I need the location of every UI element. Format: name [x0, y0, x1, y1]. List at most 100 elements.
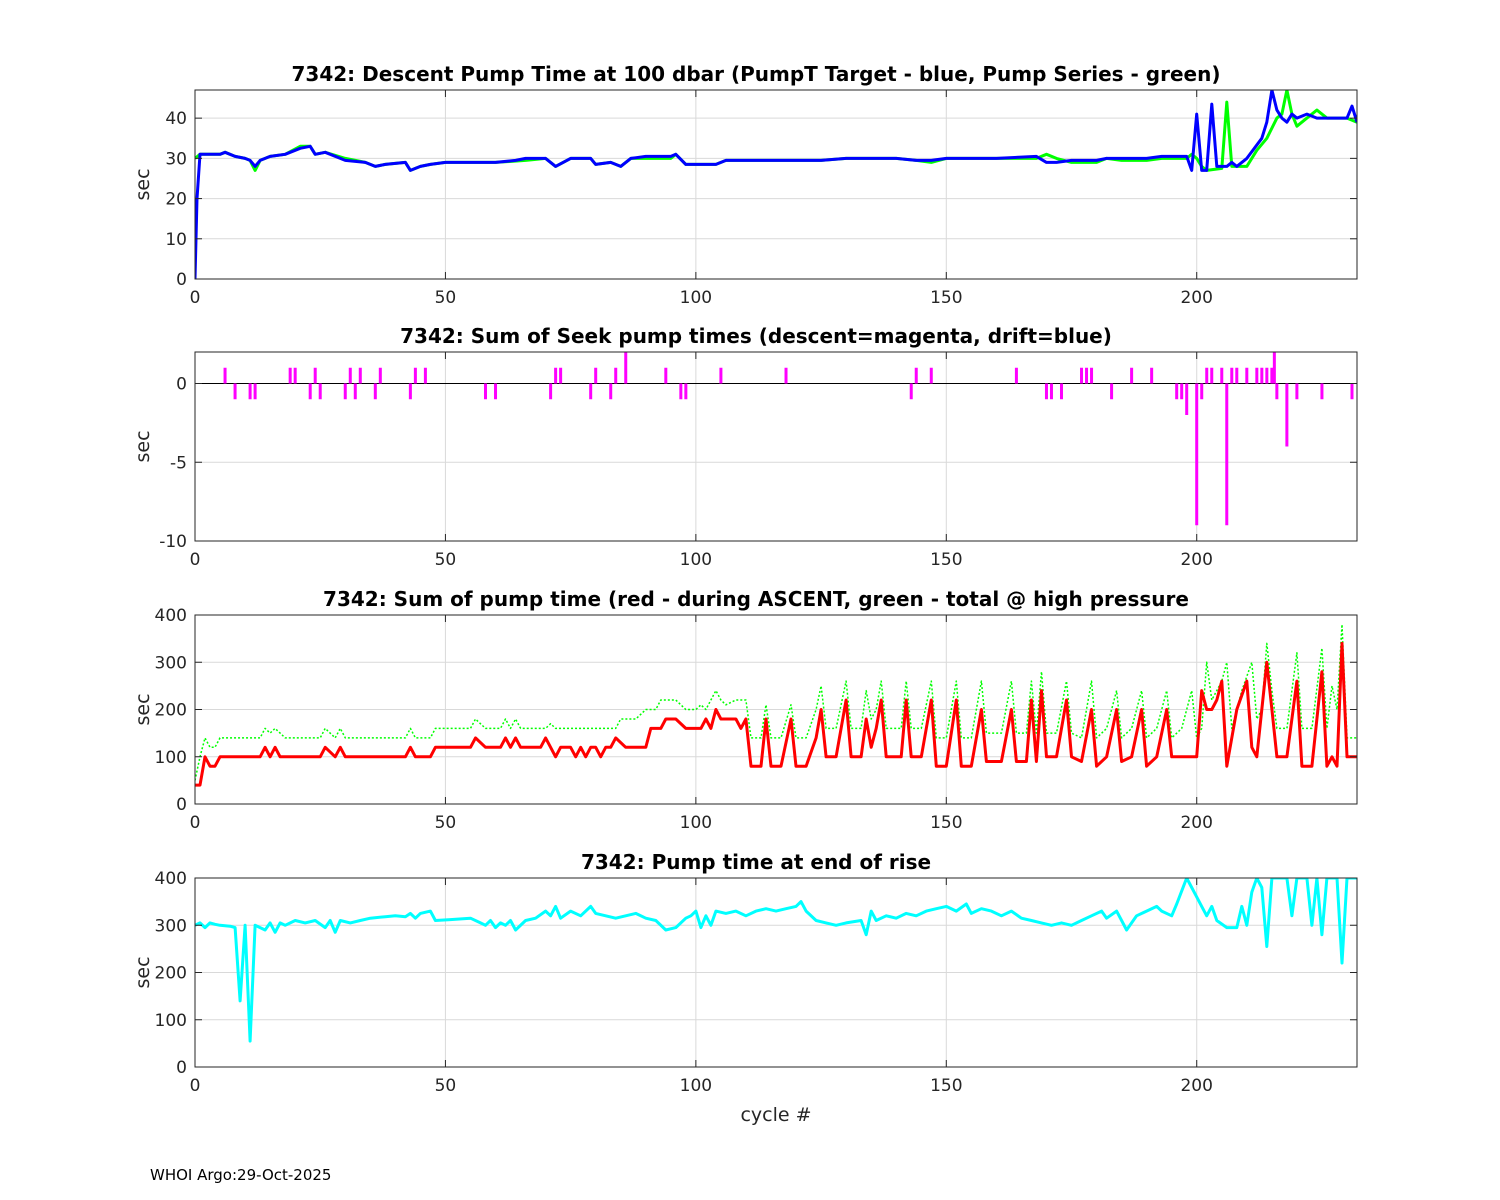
seek-bar [614, 367, 618, 384]
x-tick-label: 200 [1180, 813, 1212, 833]
x-tick-label: 200 [1180, 550, 1212, 570]
seek-bar [494, 383, 498, 400]
series-line-green [195, 623, 1357, 781]
plot-data [195, 90, 1357, 279]
x-tick-label: 0 [190, 550, 201, 570]
chart-title: 7342: Descent Pump Time at 100 dbar (Pum… [292, 62, 1221, 86]
seek-bar [1265, 367, 1269, 384]
seek-bar [1275, 383, 1279, 400]
y-tick-label: 100 [155, 1011, 187, 1031]
y-tick-label: 100 [155, 748, 187, 768]
seek-bar [1130, 367, 1134, 384]
seek-bar [308, 383, 312, 400]
x-tick-label: 0 [190, 1076, 201, 1096]
y-tick-label: 10 [165, 230, 187, 250]
seek-bar [318, 383, 322, 400]
y-tick-label: 30 [165, 149, 187, 169]
x-tick-label: 150 [930, 813, 962, 833]
seek-bar [719, 367, 723, 384]
plot-area [195, 90, 1357, 279]
chart-title: 7342: Sum of pump time (red - during ASC… [323, 587, 1189, 611]
axes-box [194, 351, 1358, 542]
seek-bar [1235, 367, 1239, 384]
x-tick-label: 100 [680, 288, 712, 308]
y-axis-label: sec [132, 168, 154, 200]
y-tick-label: 0 [176, 1058, 187, 1078]
seek-bar [353, 383, 357, 400]
seek-bar [223, 367, 227, 384]
seek-bar [679, 383, 683, 400]
x-tick-label: 50 [435, 288, 457, 308]
seek-bar [1205, 367, 1209, 384]
footer-stamp: WHOI Argo:29-Oct-2025 [150, 1166, 332, 1184]
y-tick-label: 0 [176, 375, 187, 395]
x-tick-label: 150 [930, 550, 962, 570]
seek-bar [609, 383, 613, 400]
chart-panel-3: 0 50 100 150 200 0 100 200 300 400 7342: Sum of pu… [132, 587, 1358, 833]
seek-bar [313, 367, 317, 384]
seek-bar [909, 383, 913, 400]
seek-bar [1049, 383, 1053, 400]
seek-bar [1059, 383, 1063, 400]
x-tick-label: 150 [930, 1076, 962, 1096]
y-tick-label: 0 [176, 795, 187, 815]
seek-bar [549, 383, 553, 400]
x-tick-label: 100 [680, 550, 712, 570]
seek-bar [253, 383, 257, 400]
series-line-cyan [195, 878, 1357, 1043]
seek-bar [1295, 383, 1299, 400]
seek-bar [1285, 383, 1289, 447]
seek-bar [248, 383, 252, 400]
seek-bar [1200, 383, 1204, 400]
plot-data [195, 623, 1357, 787]
seek-bar [1220, 367, 1224, 384]
series-line-blue [195, 90, 1357, 279]
seek-bar [1350, 383, 1354, 400]
y-tick-label: 400 [155, 606, 187, 626]
seek-bar [233, 383, 237, 400]
chart-panel-4: 0 50 100 150 200 0 100 200 300 400 7342: Pump time… [132, 850, 1358, 1126]
seek-bar [358, 367, 362, 384]
y-tick-label: 40 [165, 109, 187, 129]
seek-bar [413, 367, 417, 384]
seek-bar [559, 367, 563, 384]
x-tick-label: 200 [1180, 288, 1212, 308]
seek-bar [1085, 367, 1089, 384]
seek-bar [343, 383, 347, 400]
seek-bar [1195, 383, 1199, 526]
y-tick-label: 200 [155, 964, 187, 984]
x-tick-label: 0 [190, 288, 201, 308]
y-tick-label: -10 [159, 532, 187, 552]
series-line-red [195, 641, 1357, 787]
seek-bar [288, 367, 292, 384]
seek-bar [589, 383, 593, 400]
y-tick-label: 300 [155, 916, 187, 936]
x-tick-label: 150 [930, 288, 962, 308]
seek-bar [554, 367, 558, 384]
y-tick-label: 400 [155, 869, 187, 889]
seek-bar [1320, 383, 1324, 400]
seek-bar [1185, 383, 1189, 415]
seek-bar [1090, 367, 1094, 384]
seek-bar [1044, 383, 1048, 400]
axes-box [194, 89, 1358, 280]
seek-bar [664, 367, 668, 384]
x-axis-label: cycle # [740, 1104, 811, 1126]
seek-bar [408, 383, 412, 400]
y-axis-label: sec [132, 693, 154, 725]
seek-bar [1080, 367, 1084, 384]
seek-bar [378, 367, 382, 384]
y-tick-label: 20 [165, 190, 187, 210]
x-tick-label: 100 [680, 1076, 712, 1096]
x-tick-label: 100 [680, 813, 712, 833]
seek-bar [1272, 352, 1276, 384]
seek-bar [1014, 367, 1018, 384]
seek-bar [1270, 367, 1274, 384]
seek-bar [784, 367, 788, 384]
seek-bar [293, 367, 297, 384]
seek-bar [484, 383, 487, 400]
chart-title: 7342: Pump time at end of rise [581, 850, 931, 874]
plot-data [195, 352, 1357, 526]
seek-bar [348, 367, 352, 384]
